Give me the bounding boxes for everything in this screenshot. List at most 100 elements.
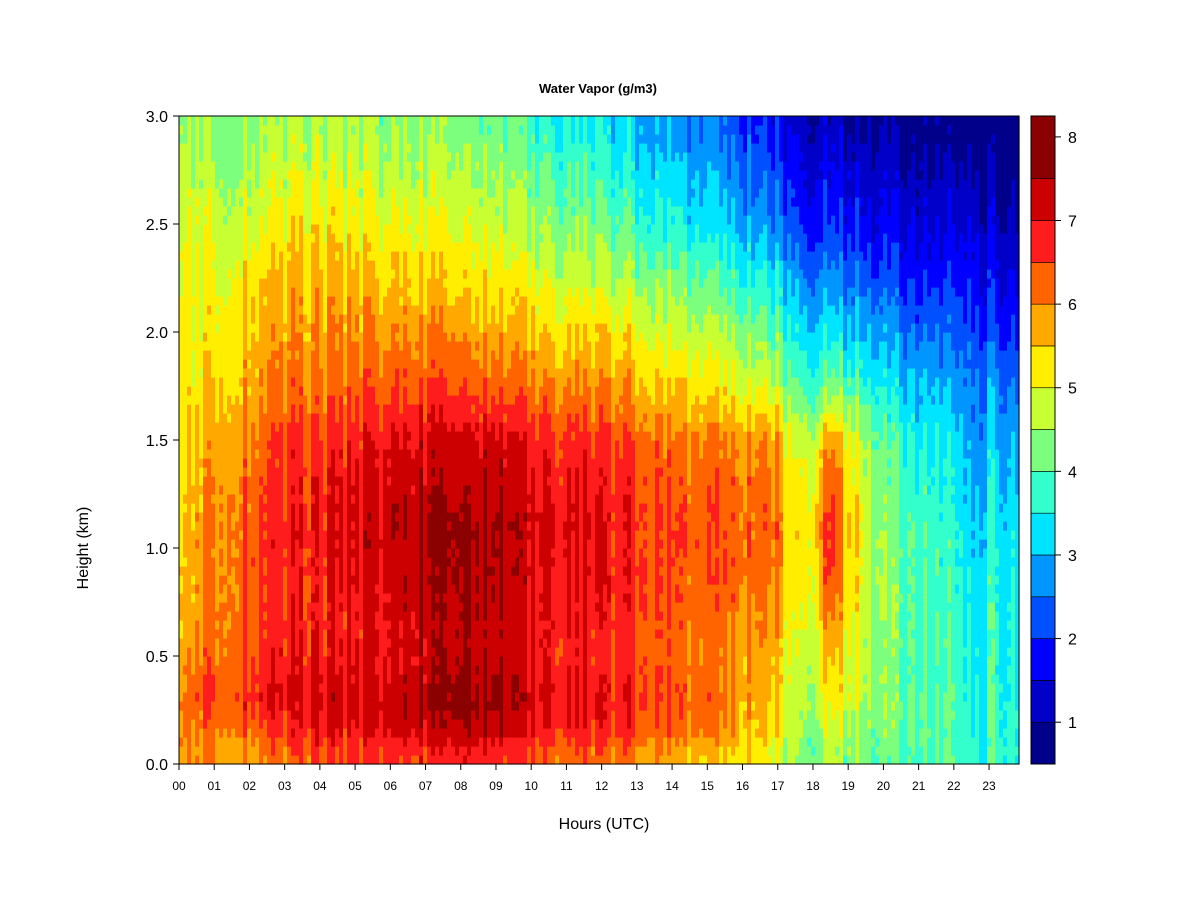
heatmap-cell bbox=[231, 485, 236, 495]
heatmap-cell bbox=[227, 494, 232, 504]
heatmap-cell bbox=[435, 719, 440, 729]
heatmap-cell bbox=[291, 620, 296, 630]
heatmap-cell bbox=[371, 503, 376, 513]
heatmap-cell bbox=[231, 386, 236, 396]
heatmap-cell bbox=[199, 503, 204, 513]
heatmap-cell bbox=[287, 368, 292, 378]
heatmap-cell bbox=[435, 251, 440, 261]
heatmap-cell bbox=[331, 296, 336, 306]
heatmap-cell bbox=[427, 197, 432, 207]
heatmap-cell bbox=[251, 359, 256, 369]
heatmap-cell bbox=[303, 206, 308, 216]
heatmap-cell bbox=[447, 251, 452, 261]
heatmap-cell bbox=[243, 179, 248, 189]
heatmap-cell bbox=[451, 233, 456, 243]
heatmap-cell bbox=[179, 161, 184, 171]
heatmap-cell bbox=[415, 665, 420, 675]
heatmap-cell bbox=[431, 143, 436, 153]
heatmap-cell bbox=[295, 188, 300, 198]
heatmap-cell bbox=[219, 665, 224, 675]
heatmap-cell bbox=[203, 278, 208, 288]
heatmap-cell bbox=[415, 431, 420, 441]
heatmap-cell bbox=[207, 746, 212, 756]
heatmap-cell bbox=[283, 350, 288, 360]
heatmap-cell bbox=[387, 449, 392, 459]
heatmap-cell bbox=[199, 395, 204, 405]
heatmap-cell bbox=[179, 485, 184, 495]
heatmap-cell bbox=[223, 170, 228, 180]
heatmap-cell bbox=[231, 260, 236, 270]
heatmap-cell bbox=[259, 251, 264, 261]
heatmap-cell bbox=[403, 665, 408, 675]
heatmap-cell bbox=[451, 323, 456, 333]
heatmap-cell bbox=[347, 575, 352, 585]
heatmap-cell bbox=[295, 440, 300, 450]
heatmap-cell bbox=[247, 332, 252, 342]
heatmap-cell bbox=[343, 647, 348, 657]
heatmap-cell bbox=[195, 125, 200, 135]
heatmap-cell bbox=[435, 620, 440, 630]
heatmap-cell bbox=[283, 602, 288, 612]
heatmap-cell bbox=[435, 746, 440, 756]
heatmap-cell bbox=[347, 755, 352, 765]
heatmap-cell bbox=[195, 350, 200, 360]
heatmap-cell bbox=[211, 314, 216, 324]
heatmap-cell bbox=[439, 431, 444, 441]
heatmap-cell bbox=[207, 692, 212, 702]
heatmap-cell bbox=[395, 449, 400, 459]
heatmap-cell bbox=[355, 395, 360, 405]
heatmap-cell bbox=[227, 296, 232, 306]
heatmap-cell bbox=[387, 593, 392, 603]
heatmap-cell bbox=[235, 467, 240, 477]
heatmap-cell bbox=[443, 206, 448, 216]
heatmap-cell bbox=[203, 638, 208, 648]
heatmap-cell bbox=[231, 665, 236, 675]
heatmap-cell bbox=[303, 449, 308, 459]
heatmap-cell bbox=[315, 377, 320, 387]
heatmap-cell bbox=[207, 575, 212, 585]
heatmap-cell bbox=[203, 260, 208, 270]
heatmap-cell bbox=[383, 737, 388, 747]
heatmap-cell bbox=[323, 314, 328, 324]
heatmap-cell bbox=[311, 710, 316, 720]
heatmap-cell bbox=[207, 395, 212, 405]
heatmap-cell bbox=[363, 746, 368, 756]
heatmap-cell bbox=[311, 719, 316, 729]
heatmap-cell bbox=[339, 395, 344, 405]
heatmap-cell bbox=[443, 629, 448, 639]
heatmap-cell bbox=[451, 431, 456, 441]
heatmap-cell bbox=[435, 485, 440, 495]
heatmap-cell bbox=[327, 395, 332, 405]
heatmap-cell bbox=[243, 656, 248, 666]
heatmap-cell bbox=[223, 422, 228, 432]
heatmap-cell bbox=[367, 422, 372, 432]
heatmap-cell bbox=[295, 314, 300, 324]
heatmap-cell bbox=[375, 323, 380, 333]
heatmap-cell bbox=[303, 584, 308, 594]
heatmap-cell bbox=[183, 647, 188, 657]
heatmap-cell bbox=[179, 395, 184, 405]
heatmap-cell bbox=[295, 224, 300, 234]
heatmap-cell bbox=[407, 359, 412, 369]
heatmap-cell bbox=[423, 728, 428, 738]
heatmap-cell bbox=[359, 485, 364, 495]
heatmap-cell bbox=[263, 620, 268, 630]
heatmap-cell bbox=[299, 449, 304, 459]
heatmap-cell bbox=[207, 305, 212, 315]
heatmap-cell bbox=[299, 674, 304, 684]
heatmap-cell bbox=[331, 737, 336, 747]
heatmap-cell bbox=[435, 233, 440, 243]
heatmap-cell bbox=[307, 287, 312, 297]
heatmap-cell bbox=[231, 539, 236, 549]
heatmap-cell bbox=[327, 314, 332, 324]
heatmap-cell bbox=[215, 503, 220, 513]
heatmap-cell bbox=[215, 413, 220, 423]
heatmap-cell bbox=[279, 152, 284, 162]
heatmap-cell bbox=[355, 215, 360, 225]
heatmap-cell bbox=[371, 143, 376, 153]
heatmap-cell bbox=[203, 341, 208, 351]
heatmap-cell bbox=[419, 620, 424, 630]
heatmap-cell bbox=[295, 530, 300, 540]
heatmap-cell bbox=[219, 350, 224, 360]
heatmap-cell bbox=[379, 602, 384, 612]
